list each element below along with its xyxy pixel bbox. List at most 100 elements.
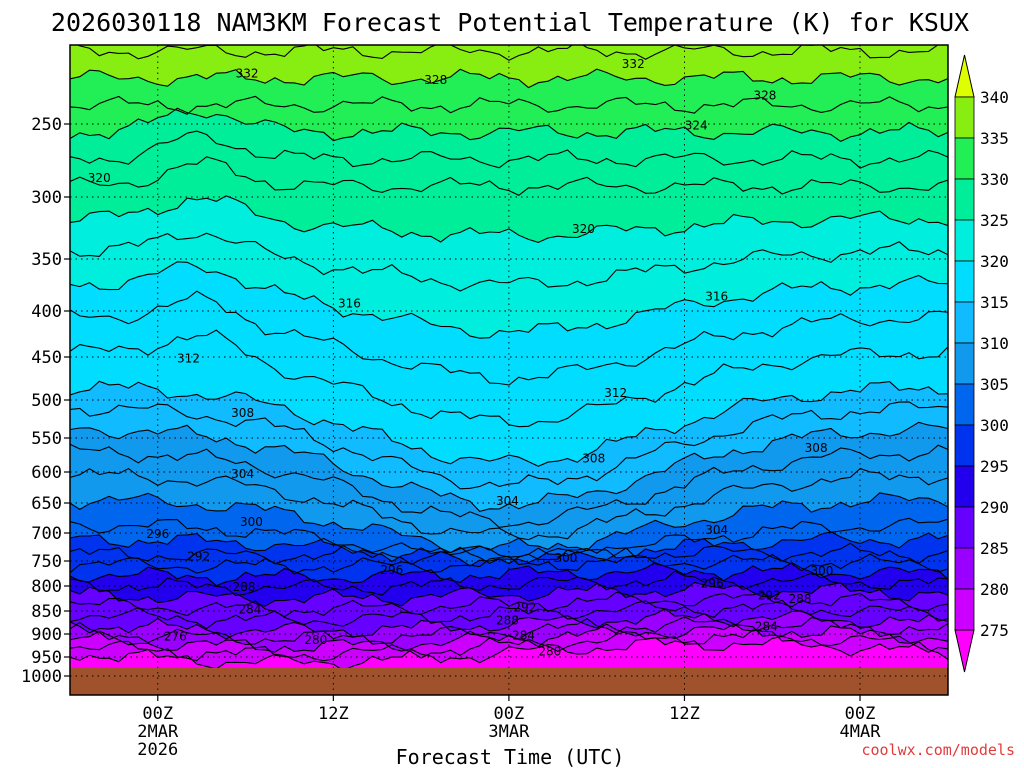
shade-band-300 <box>70 492 948 566</box>
contour-label-19: 300 <box>811 564 834 578</box>
y-tick-label-450: 450 <box>31 348 62 368</box>
y-tick-label-750: 750 <box>31 552 62 572</box>
isentrope-280 <box>70 616 948 646</box>
shade-band-306 <box>70 422 948 528</box>
x-tick-label-2-1: 00Z <box>494 704 525 724</box>
colorbar-label-330: 330 <box>980 170 1009 189</box>
isentrope-332 <box>70 68 948 89</box>
x-tick-label-0-3: 2026 <box>137 740 178 760</box>
x-tick-label-2-2: 3MAR <box>488 722 530 742</box>
isentrope-304 <box>70 467 948 541</box>
isentrope-276 <box>70 629 948 662</box>
y-tick-label-850: 850 <box>31 602 62 622</box>
colorbar-swatch-280 <box>954 588 975 631</box>
contour-label-15: 304 <box>496 494 519 508</box>
isentrope-326 <box>70 130 948 169</box>
shade-band-286 <box>70 582 948 617</box>
y-tick-label-600: 600 <box>31 463 62 483</box>
colorbar-swatch-330 <box>954 178 975 221</box>
contour-label-32: 280 <box>304 633 327 647</box>
plot-area: 332 328 332 328 324 320 320 316 316 312 312 308 308 3… <box>69 44 949 696</box>
colorbar-swatch-305 <box>954 383 975 426</box>
shade-band-296 <box>70 531 948 565</box>
shade-band-282 <box>70 600 948 639</box>
y-tick-label-500: 500 <box>31 391 62 411</box>
colorbar-swatch-340 <box>954 96 975 139</box>
contour-label-0: 332 <box>236 66 259 80</box>
isentrope-294 <box>70 553 948 575</box>
shade-band-274 <box>70 630 948 671</box>
shade-band-328 <box>70 96 948 142</box>
credit-text: coolwx.com/models <box>861 741 1015 759</box>
contour-label-13: 308 <box>805 441 828 455</box>
contour-label-22: 296 <box>701 577 724 591</box>
colorbar-label-275: 275 <box>980 621 1009 640</box>
y-tick-label-650: 650 <box>31 494 62 514</box>
colorbar-label-285: 285 <box>980 539 1009 558</box>
colorbar-label-300: 300 <box>980 416 1009 435</box>
x-tick-label-1-1: 12Z <box>318 704 349 724</box>
colorbar-legend: 340 335 330 325 320 315 310 305 300 295 290 285 280 2… <box>954 54 1009 673</box>
isentrope-316 <box>70 290 948 386</box>
colorbar-top-arrow <box>954 54 975 98</box>
y-axis: 250 300 350 400 450 500 550 600 650 700 750 800 850 9… <box>21 115 70 687</box>
shade-band-334 <box>77 45 938 61</box>
contour-label-14: 304 <box>231 467 254 481</box>
shade-band-302 <box>70 468 948 553</box>
isentrope-310 <box>70 401 948 490</box>
isentrope-300 <box>70 517 948 567</box>
contour-labels: 332 328 332 328 324 320 320 316 316 312 312 308 308 3… <box>88 57 834 659</box>
y-tick-label-700: 700 <box>31 524 62 544</box>
shade-band-298 <box>70 518 948 566</box>
x-tick-label-4-1: 00Z <box>845 704 876 724</box>
shade-band-326 <box>70 108 948 169</box>
contour-label-28: 288 <box>789 592 812 606</box>
contour-label-9: 312 <box>177 352 200 366</box>
colorbar-swatch-320 <box>954 260 975 303</box>
x-tick-label-3-1: 12Z <box>669 704 700 724</box>
contour-label-29: 284 <box>238 603 261 617</box>
contour-label-16: 304 <box>705 523 728 537</box>
contour-label-17: 300 <box>240 515 263 529</box>
colorbar-label-310: 310 <box>980 334 1009 353</box>
colorbar-label-305: 305 <box>980 375 1009 394</box>
dotted-gridlines <box>70 45 948 695</box>
colorbar-label-290: 290 <box>980 498 1009 517</box>
contour-label-12: 308 <box>582 451 605 465</box>
contour-label-25: 292 <box>758 589 781 603</box>
shade-band-324 <box>70 131 948 196</box>
contour-label-21: 296 <box>380 563 403 577</box>
shade-band-314 <box>70 291 948 427</box>
colorbar-bottom-arrow <box>954 629 975 673</box>
isentrope-330 <box>70 95 948 115</box>
isentrope-290 <box>70 570 948 597</box>
colorbar-label-320: 320 <box>980 252 1009 271</box>
x-tick-label-4-2: 4MAR <box>840 722 882 742</box>
colorbar-label-325: 325 <box>980 211 1009 230</box>
contour-label-26: 288 <box>233 580 256 594</box>
shade-band-304 <box>70 444 948 540</box>
shade-band-318 <box>70 233 948 339</box>
isentrope-298 <box>70 531 948 564</box>
contour-label-23: 292 <box>187 550 210 564</box>
colorbar-swatch-285 <box>954 547 975 590</box>
isentrope-324 <box>70 156 948 196</box>
colorbar-swatch-295 <box>954 465 975 508</box>
isentrope-322 <box>70 195 948 243</box>
isentrope-lines <box>70 45 948 672</box>
y-tick-label-550: 550 <box>31 429 62 449</box>
contour-label-7: 316 <box>338 297 361 311</box>
shade-band-280 <box>70 608 948 645</box>
contour-label-27: 288 <box>496 614 519 628</box>
contour-label-1: 328 <box>424 73 447 87</box>
contour-label-18: 300 <box>555 551 578 565</box>
y-tick-label-900: 900 <box>31 625 62 645</box>
colorbar-swatch-290 <box>954 506 975 549</box>
contour-label-33: 280 <box>538 644 561 658</box>
y-tick-label-350: 350 <box>31 250 62 270</box>
isentrope-284 <box>70 599 948 630</box>
shade-band-294 <box>70 543 948 574</box>
contour-label-4: 324 <box>685 118 708 132</box>
